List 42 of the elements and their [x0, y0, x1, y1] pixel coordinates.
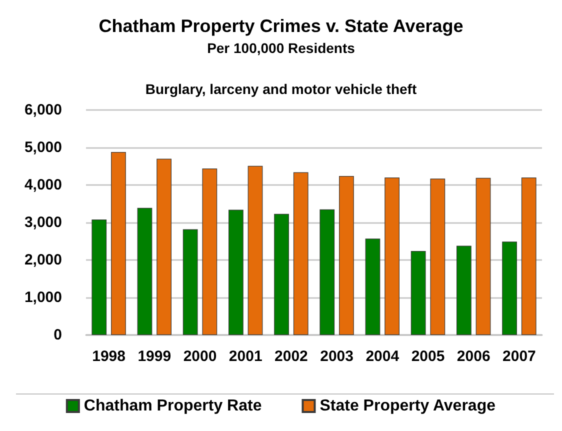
y-tick-label: 0 — [54, 326, 62, 344]
bar — [430, 178, 446, 335]
x-tick-label: 2003 — [320, 348, 354, 365]
x-tick-label: 2001 — [228, 348, 262, 365]
bar — [248, 166, 263, 335]
legend-label: State Property Average — [320, 398, 496, 414]
y-tick-label: 5,000 — [24, 139, 62, 156]
bar — [182, 229, 198, 335]
bar — [410, 251, 426, 335]
bar — [137, 208, 152, 335]
x-tick-label: 1998 — [92, 348, 126, 365]
chart-subtitle: Per 100,000 Residents — [207, 40, 356, 56]
x-tick-label: 2006 — [456, 348, 490, 365]
y-tick-label: 4,000 — [24, 176, 62, 194]
y-tick-label: 1,000 — [24, 289, 62, 306]
bar — [521, 178, 536, 335]
x-tick-label: 2005 — [411, 348, 445, 365]
y-tick-label: 2,000 — [24, 252, 62, 268]
legend-label: Chatham Property Rate — [84, 398, 262, 414]
bar — [365, 238, 380, 335]
bar — [293, 172, 308, 335]
bar — [502, 242, 517, 335]
bar — [156, 158, 172, 335]
bar — [274, 214, 289, 335]
x-tick-label: 1999 — [138, 348, 172, 365]
x-tick-label: 2004 — [366, 348, 400, 365]
bar — [202, 168, 218, 335]
chart-title: Chatham Property Crimes v. State Average — [98, 16, 464, 36]
x-tick-label: 2002 — [274, 348, 308, 365]
bar — [339, 176, 354, 335]
bar — [476, 178, 491, 335]
y-tick-label: 3,000 — [24, 214, 62, 231]
bar — [384, 178, 400, 335]
x-tick-label: 2000 — [183, 348, 217, 365]
text: Burglary, larceny and motor vehicle theft — [145, 81, 417, 97]
bar — [92, 220, 107, 335]
x-tick-label: 2007 — [502, 348, 536, 365]
bar — [111, 152, 126, 335]
bar — [320, 209, 335, 335]
bar — [228, 210, 244, 335]
y-tick-label: 6,000 — [24, 102, 62, 118]
bar — [456, 246, 472, 335]
